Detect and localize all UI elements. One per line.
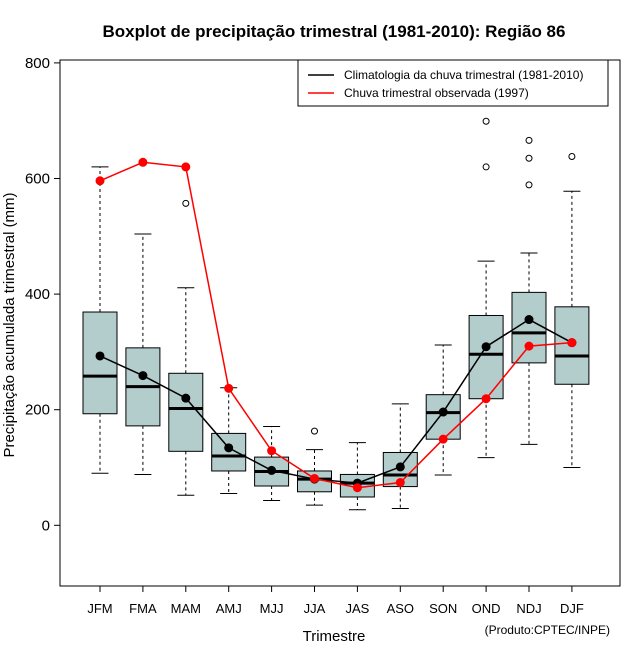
legend-label-climatology: Climatologia da chuva trimestral (1981-2…	[344, 68, 583, 82]
series-climatology	[95, 315, 577, 488]
box-ASO	[382, 403, 418, 510]
x-axis-label: Trimestre	[303, 628, 366, 645]
box-MJJ	[254, 425, 290, 501]
series-point	[395, 462, 405, 472]
boxes-layer	[82, 117, 590, 511]
series-point	[481, 394, 491, 404]
x-tick-label: FMA	[129, 601, 157, 616]
series-line	[99, 161, 572, 489]
y-axis-label: Precipitação acumulada trimestral (mm)	[1, 192, 18, 457]
y-tick-label: 400	[25, 286, 50, 303]
y-tick-label: 800	[25, 55, 50, 72]
box-NDJ	[511, 136, 547, 445]
outlier-point	[482, 163, 490, 171]
x-tick-label: MAM	[171, 601, 201, 616]
box-OND	[468, 117, 504, 459]
outlier-point	[482, 117, 490, 125]
series-point	[181, 162, 191, 172]
series-point	[138, 157, 148, 167]
legend: Climatologia da chuva trimestral (1981-2…	[297, 59, 609, 107]
box-iqr	[468, 314, 504, 400]
x-tick-label: JJA	[304, 601, 326, 616]
y-tick-label: 0	[42, 517, 50, 534]
y-axis: 0 200 400 600 800	[25, 55, 60, 534]
outlier-point	[525, 136, 533, 144]
series-point	[567, 338, 577, 348]
box-AMJ	[211, 387, 247, 495]
series-layer	[95, 157, 577, 493]
series-point	[524, 315, 534, 325]
outlier-point	[182, 199, 190, 207]
credit-text: (Produto:CPTEC/INPE)	[485, 623, 610, 637]
box-DJF	[554, 153, 590, 469]
series-point	[138, 371, 148, 381]
series-point	[524, 341, 534, 351]
box-iqr	[511, 291, 547, 364]
series-point	[95, 176, 105, 186]
x-tick-label: AMJ	[216, 601, 242, 616]
series-point	[267, 465, 277, 475]
box-FMA	[125, 233, 161, 475]
series-point	[352, 483, 362, 493]
series-point	[224, 383, 234, 393]
x-tick-label: NDJ	[516, 601, 541, 616]
series-point	[267, 446, 277, 456]
series-line	[99, 318, 573, 484]
y-tick-label: 600	[25, 170, 50, 187]
outlier-point	[568, 153, 576, 161]
y-tick-label: 200	[25, 402, 50, 419]
x-tick-label: OND	[472, 601, 501, 616]
box-JJA	[297, 427, 332, 506]
series-point	[395, 478, 405, 488]
series-point	[438, 407, 448, 417]
chart-title: Boxplot de precipitação trimestral (1981…	[103, 22, 566, 41]
x-tick-label: SON	[429, 601, 457, 616]
series-point	[438, 434, 448, 444]
series-point	[224, 443, 234, 453]
x-tick-label: ASO	[387, 601, 414, 616]
x-tick-label: JAS	[345, 601, 369, 616]
outlier-point	[525, 154, 533, 162]
box-JFM	[82, 166, 118, 474]
box-JAS	[339, 442, 375, 511]
box-SON	[425, 344, 461, 476]
series-point	[95, 351, 105, 361]
series-point	[181, 393, 191, 403]
box-MAM	[168, 199, 204, 496]
legend-label-observed: Chuva trimestral observada (1997)	[344, 86, 529, 100]
series-point	[310, 473, 319, 483]
outlier-point	[525, 181, 533, 189]
legend-box	[297, 59, 609, 107]
x-axis: JFM FMA MAM AMJ MJJ JJA JAS ASO SON OND NDJ DJF	[87, 586, 584, 616]
box-iqr	[425, 394, 461, 440]
series-point	[481, 342, 491, 352]
box-iqr	[82, 311, 118, 415]
outlier-point	[311, 427, 318, 435]
x-tick-label: MJJ	[260, 601, 284, 616]
x-tick-label: DJF	[560, 601, 584, 616]
series-observed	[95, 157, 577, 493]
x-tick-label: JFM	[87, 601, 112, 616]
